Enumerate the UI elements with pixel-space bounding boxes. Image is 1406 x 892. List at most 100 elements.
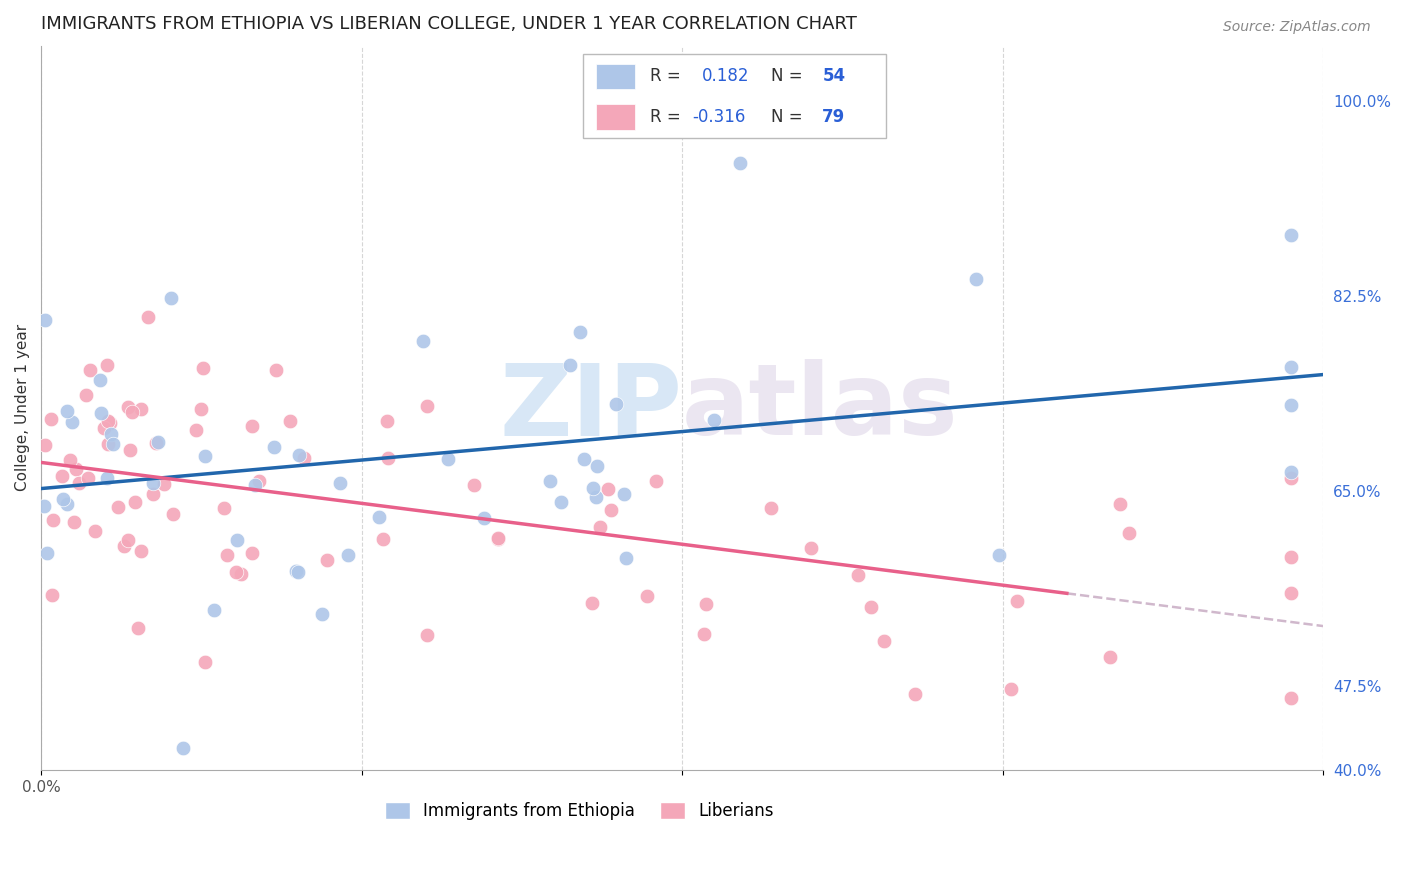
Point [79,362,101,376]
Point [41,513,63,527]
Point [718,111,741,125]
Point [142,487,165,501]
Point [412,334,434,348]
Point [1109,497,1132,511]
Point [97,437,120,451]
Point [226,533,249,547]
Point [142,475,165,490]
Point [231,567,253,582]
Point [107,500,129,514]
Point [51,469,73,483]
Point [761,501,783,516]
Point [1279,691,1302,706]
Point [118,443,141,458]
Point [371,533,394,547]
Point [329,475,352,490]
Text: IMMIGRANTS FROM ETHIOPIA VS LIBERIAN COLLEGE, UNDER 1 YEAR CORRELATION CHART: IMMIGRANTS FROM ETHIOPIA VS LIBERIAN COL… [41,15,858,33]
Point [569,326,592,340]
Point [337,548,360,562]
Point [190,401,212,416]
Point [152,477,174,491]
Point [367,509,389,524]
Point [472,511,495,525]
Point [1000,681,1022,696]
Point [585,458,607,473]
Point [1005,594,1028,608]
Point [859,600,882,615]
Point [129,402,152,417]
Point [636,589,658,603]
Point [112,539,135,553]
Point [316,553,339,567]
Point [242,546,264,560]
Point [60,415,83,429]
Point [728,155,751,169]
Point [41,588,63,602]
Point [800,541,823,555]
Point [560,358,582,372]
Point [202,603,225,617]
Point [65,462,87,476]
Point [416,628,439,642]
Point [264,362,287,376]
Point [486,532,509,546]
Point [846,567,869,582]
Point [904,686,927,700]
Point [613,487,636,501]
Point [39,412,62,426]
Point [59,453,82,467]
Point [136,310,159,325]
Legend: Immigrants from Ethiopia, Liberians: Immigrants from Ethiopia, Liberians [378,796,780,827]
Point [184,423,207,437]
Point [124,495,146,509]
Point [581,596,603,610]
Text: 79: 79 [823,108,845,126]
Point [100,427,122,442]
Point [287,565,309,579]
Point [98,417,121,431]
Text: N =: N = [770,108,808,126]
Point [644,475,666,489]
Point [292,451,315,466]
Point [63,515,86,529]
Point [52,492,75,507]
Point [37,546,59,560]
Point [117,400,139,414]
Point [1279,465,1302,479]
Point [693,626,716,640]
Point [1279,398,1302,412]
Text: Source: ZipAtlas.com: Source: ZipAtlas.com [1223,20,1371,34]
Point [600,503,623,517]
Point [215,548,238,562]
Point [574,451,596,466]
Point [34,500,56,514]
Point [249,474,271,488]
Point [1279,549,1302,564]
Point [582,481,605,495]
Text: R =: R = [650,108,686,126]
Point [605,397,627,411]
Point [76,471,98,485]
Bar [596,63,636,89]
Point [585,490,607,504]
Point [194,449,217,463]
Point [75,388,97,402]
Text: N =: N = [770,68,808,86]
Text: R =: R = [650,68,686,86]
Point [162,508,184,522]
Point [191,361,214,376]
Point [1118,525,1140,540]
Point [225,565,247,579]
Text: 54: 54 [823,68,845,86]
Point [965,272,987,286]
Point [1099,650,1122,665]
Point [1279,471,1302,485]
Point [160,291,183,305]
Point [589,520,612,534]
Point [1279,585,1302,599]
Point [377,451,399,466]
Bar [596,104,636,130]
Point [538,474,561,488]
Point [703,413,725,427]
Point [214,501,236,516]
